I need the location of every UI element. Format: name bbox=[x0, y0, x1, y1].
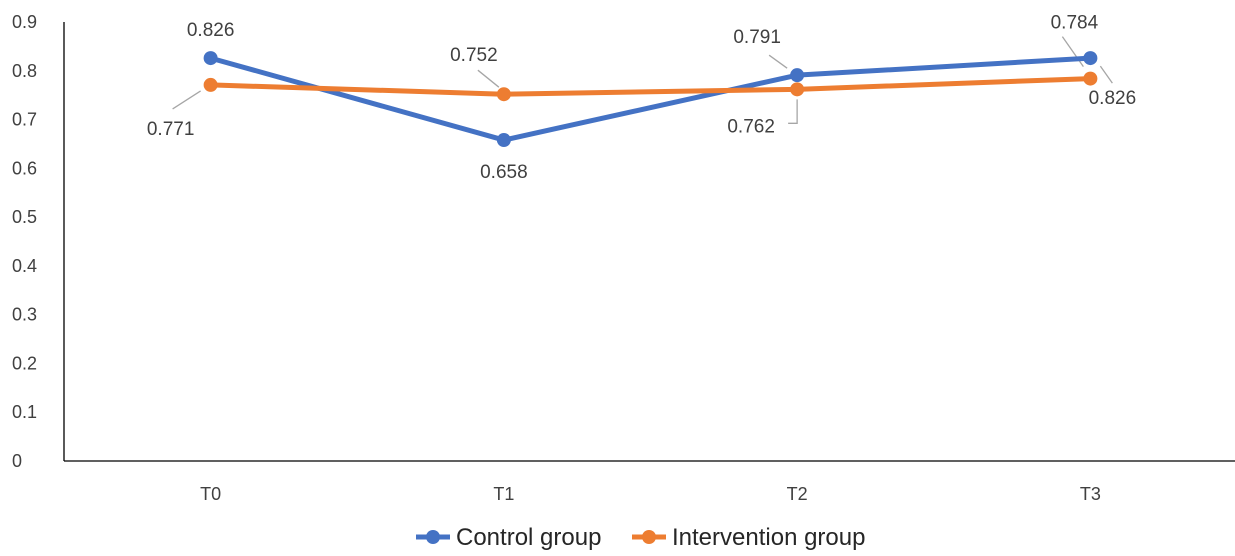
data-label: 0.791 bbox=[733, 27, 781, 48]
leader-line bbox=[768, 54, 788, 69]
data-label: 0.658 bbox=[480, 162, 528, 183]
series-line-1 bbox=[208, 76, 1093, 97]
y-tick-label: 0.7 bbox=[12, 110, 37, 130]
leader-line bbox=[1099, 65, 1113, 84]
legend-marker-0 bbox=[426, 530, 440, 544]
leader-line bbox=[788, 99, 798, 124]
data-label: 0.771 bbox=[147, 119, 195, 140]
y-axis-ticks: 0 0.1 0.2 0.3 0.4 0.5 0.6 0.7 0.8 0.9 bbox=[12, 12, 37, 471]
y-tick-label: 0 bbox=[12, 451, 22, 471]
y-tick-label: 0.5 bbox=[12, 207, 37, 227]
legend-marker-1 bbox=[642, 530, 656, 544]
data-label: 0.784 bbox=[1051, 13, 1099, 34]
data-point bbox=[1083, 71, 1098, 86]
data-label: 0.826 bbox=[1089, 88, 1137, 109]
data-point bbox=[1083, 51, 1098, 66]
data-point bbox=[496, 87, 511, 102]
y-tick-label: 0.9 bbox=[12, 12, 37, 32]
data-label: 0.762 bbox=[727, 116, 775, 137]
data-label-leader-lines bbox=[172, 36, 1113, 124]
data-point bbox=[496, 133, 511, 148]
x-tick-label: T2 bbox=[787, 484, 808, 504]
y-tick-label: 0.3 bbox=[12, 305, 37, 325]
x-axis-ticks: T0 T1 T2 T3 bbox=[200, 484, 1101, 504]
y-tick-label: 0.1 bbox=[12, 402, 37, 422]
series-line-0 bbox=[208, 55, 1093, 143]
data-label: 0.752 bbox=[450, 45, 498, 66]
data-point bbox=[203, 77, 218, 92]
legend-label-1: Intervention group bbox=[672, 524, 865, 551]
data-point bbox=[790, 82, 805, 97]
data-label: 0.826 bbox=[187, 20, 235, 41]
x-tick-label: T1 bbox=[493, 484, 514, 504]
x-tick-label: T0 bbox=[200, 484, 221, 504]
legend-label-0: Control group bbox=[456, 524, 601, 551]
leader-line bbox=[172, 90, 201, 110]
axes bbox=[63, 22, 1235, 462]
y-tick-label: 0.4 bbox=[12, 256, 37, 276]
leader-line bbox=[1061, 36, 1084, 67]
series-group bbox=[203, 51, 1098, 148]
y-tick-label: 0.8 bbox=[12, 61, 37, 81]
y-tick-label: 0.6 bbox=[12, 158, 37, 178]
data-labels: 0.826 0.658 0.791 0.826 0.771 0.752 0.762 0.784 bbox=[147, 13, 1136, 183]
data-point bbox=[203, 51, 218, 66]
leader-line bbox=[477, 69, 500, 88]
x-tick-label: T3 bbox=[1080, 484, 1101, 504]
legend: Control group Intervention group bbox=[416, 524, 865, 551]
data-point bbox=[790, 68, 805, 83]
y-tick-label: 0.2 bbox=[12, 353, 37, 373]
